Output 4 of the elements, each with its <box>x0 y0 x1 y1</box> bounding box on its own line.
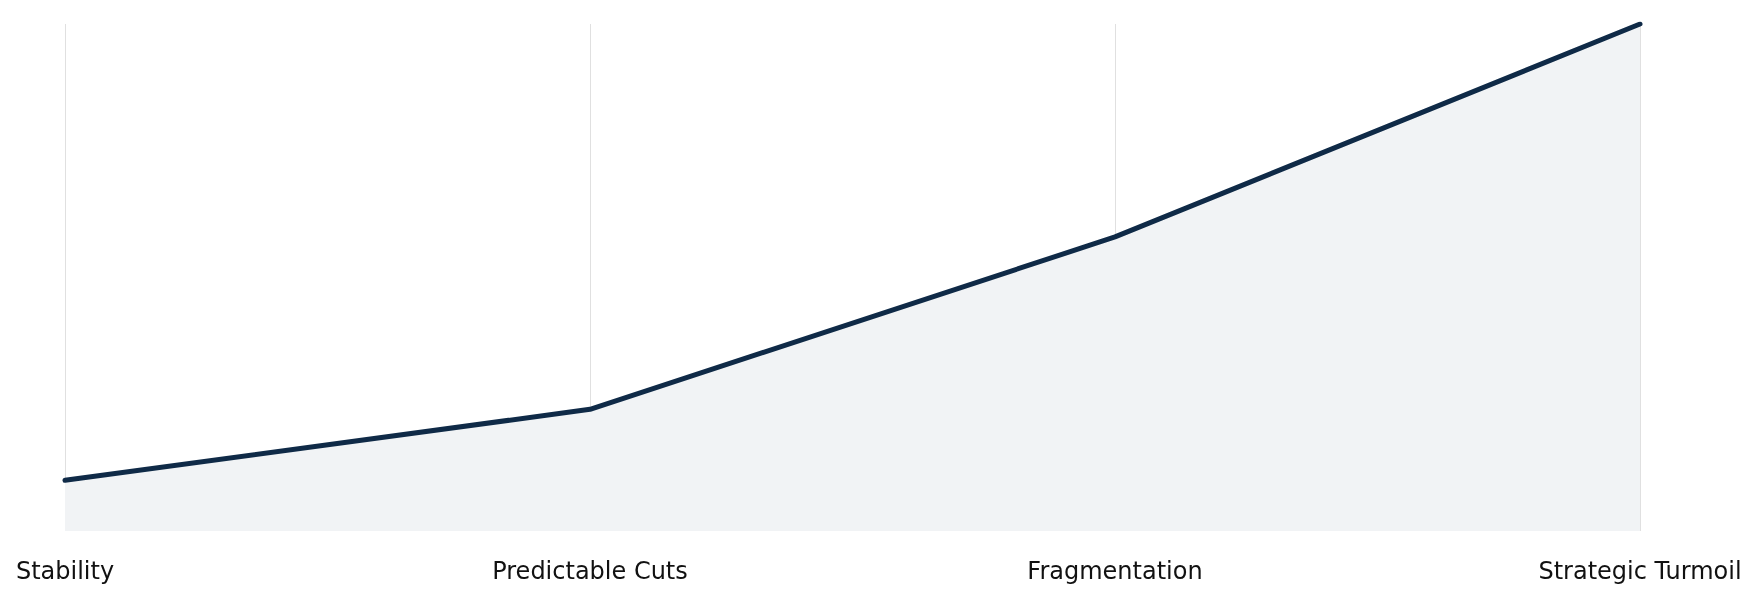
x-tick-label: Predictable Cuts <box>492 557 688 585</box>
x-tick-label: Strategic Turmoil <box>1538 557 1742 585</box>
x-tick-label: Stability <box>15 557 115 585</box>
x-tick-label: Fragmentation <box>1027 557 1203 585</box>
